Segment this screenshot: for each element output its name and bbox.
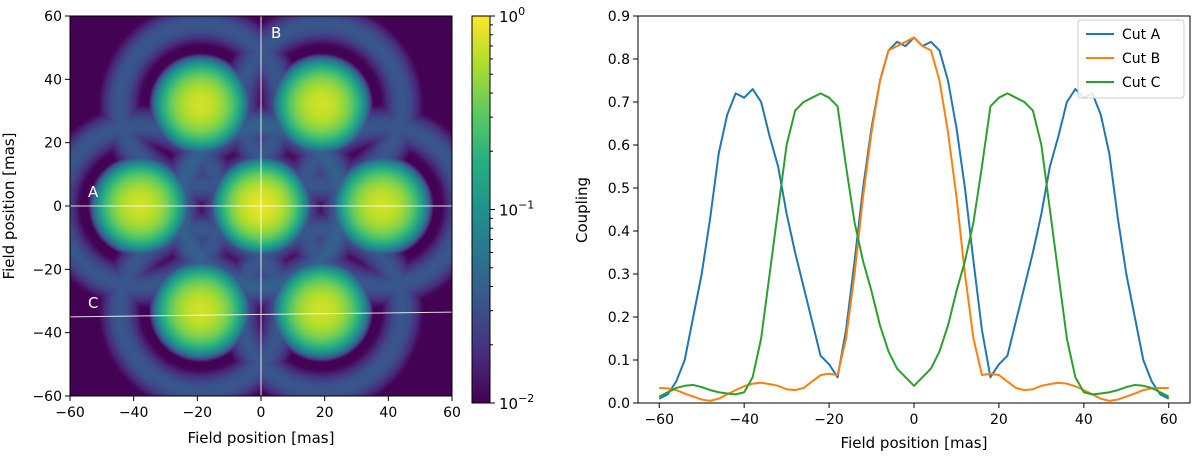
- heatmap-y-axis-label: Field position [mas]: [0, 133, 18, 280]
- heatmap-y-tick-label: 60: [44, 9, 62, 25]
- series-line-cut-c: [658, 92, 1170, 398]
- cut-label-a: A: [88, 183, 99, 201]
- heatmap-y-tick-label: −20: [32, 262, 62, 278]
- colorbar-gradient: [471, 15, 491, 404]
- cut-label-b: B: [271, 24, 281, 42]
- line-x-tick-label: −60: [644, 412, 674, 428]
- cut-line-c: [70, 311, 452, 318]
- heatmap-y-tick-label: 40: [44, 72, 62, 88]
- legend-entry-cut-a: Cut A: [1122, 27, 1161, 43]
- line-y-tick-label: 0.9: [608, 9, 630, 25]
- heatmap-x-axis-label: Field position [mas]: [188, 429, 335, 447]
- line-y-tick-label: 0.8: [608, 52, 630, 68]
- legend-entry-cut-b: Cut B: [1122, 51, 1160, 67]
- heatmap-x-tick-label: −20: [183, 405, 213, 421]
- heatmap-x-tick-label: −40: [119, 405, 149, 421]
- heatmap-x-tick-label: 60: [443, 405, 461, 421]
- legend-box: [1077, 19, 1185, 99]
- heatmap-x-tick-label: 20: [316, 405, 334, 421]
- heatmap-x-ticks: −60 −40 −20 0 20 40 60: [55, 396, 461, 421]
- line-y-tick-label: 0.3: [608, 267, 630, 283]
- line-y-ticks: 0.0 0.1 0.2 0.3 0.4 0.5 0.6 0.7 0.8 0.9: [608, 9, 638, 412]
- line-y-tick-label: 0.6: [608, 138, 630, 154]
- heatmap-y-tick-label: −40: [32, 326, 62, 342]
- heatmap-x-tick-label: −60: [55, 405, 85, 421]
- line-y-tick-label: 0.4: [608, 224, 630, 240]
- heatmap-x-tick-label: 0: [257, 405, 266, 421]
- heatmap-y-tick-label: −60: [32, 389, 62, 405]
- line-x-ticks: −60 −40 −20 0 20 40 60: [644, 403, 1178, 428]
- cut-lines: [70, 16, 452, 396]
- line-x-tick-label: −20: [814, 412, 844, 428]
- line-x-tick-label: 40: [1075, 412, 1093, 428]
- heatmap-x-tick-label: 40: [379, 405, 397, 421]
- line-x-tick-label: 60: [1160, 412, 1178, 428]
- cut-labels: A B C: [88, 24, 281, 312]
- line-x-tick-label: −40: [729, 412, 759, 428]
- heatmap-panel: A B C −60 −40 −20 0 20 40 60 −60 −40 −20 0 20 40 60 Fi…: [0, 9, 461, 447]
- colorbar-tick-label: 100: [499, 5, 525, 26]
- heatmap-y-ticks: −60 −40 −20 0 20 40 60: [32, 9, 70, 405]
- line-x-tick-label: 0: [910, 412, 919, 428]
- line-y-tick-label: 0.7: [608, 95, 630, 111]
- colorbar: 100 10−1 10−2: [471, 5, 534, 413]
- legend: Cut A Cut B Cut C: [1077, 19, 1185, 99]
- series-line-cut-b: [659, 36, 1169, 402]
- line-y-axis-label: Coupling: [573, 177, 591, 243]
- colorbar-tick-label: 10−2: [499, 392, 534, 413]
- colorbar-ticks: 100 10−1 10−2: [490, 5, 534, 413]
- legend-entry-cut-c: Cut C: [1122, 75, 1161, 91]
- heatmap-y-tick-label: 20: [44, 136, 62, 152]
- line-panel: −60 −40 −20 0 20 40 60 0.00.10.20.30.40.50.60.…: [573, 9, 1191, 452]
- line-y-tick-label: 0.0: [608, 396, 630, 412]
- colorbar-tick-label: 10−1: [499, 199, 534, 220]
- line-x-axis-label: Field position [mas]: [841, 434, 988, 452]
- line-y-tick-label: 0.5: [608, 181, 630, 197]
- cut-label-c: C: [88, 294, 98, 312]
- heatmap-y-tick-label: 0: [53, 199, 62, 215]
- line-y-tick-label: 0.1: [608, 353, 630, 369]
- line-x-tick-label: 20: [990, 412, 1008, 428]
- line-y-tick-label: 0.2: [608, 310, 630, 326]
